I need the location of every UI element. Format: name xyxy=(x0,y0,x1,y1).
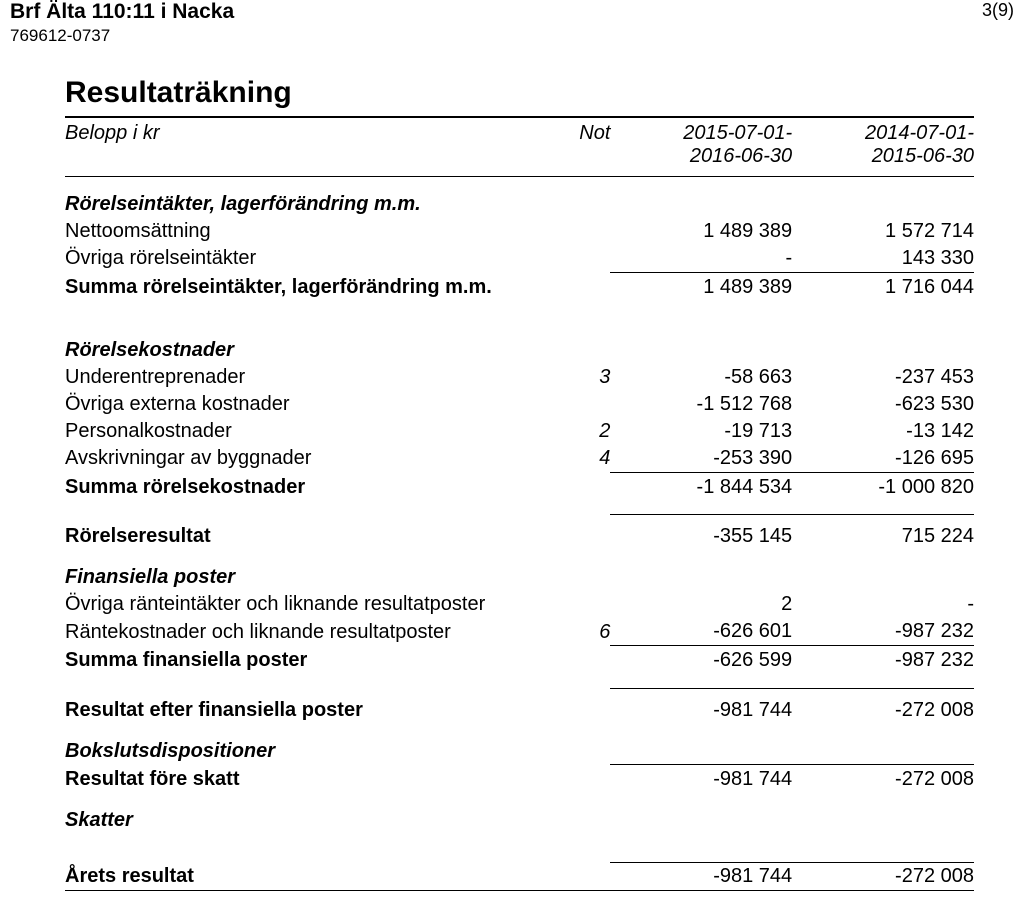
page-header: Brf Älta 110:11 i Nacka 769612-0737 3(9) xyxy=(10,0,1014,46)
table-row: Underentreprenader 3 -58 663 -237 453 xyxy=(65,364,974,391)
subtotal-row: Summa finansiella poster -626 599 -987 2… xyxy=(65,646,974,675)
col-header-period2: 2014-07-01- 2015-06-30 xyxy=(792,117,974,177)
section-heading: Rörelseintäkter, lagerförändring m.m. xyxy=(65,191,974,218)
section-heading: Bokslutsdispositioner xyxy=(65,738,974,765)
table-header-row: Belopp i kr Not 2015-07-01- 2016-06-30 2… xyxy=(65,117,974,177)
col-header-not: Not xyxy=(538,117,611,177)
org-number: 769612-0737 xyxy=(10,26,234,46)
col-header-label: Belopp i kr xyxy=(65,117,538,177)
page-title: Resultaträkning xyxy=(65,76,974,110)
operating-result-row: Rörelseresultat -355 145 715 224 xyxy=(65,515,974,551)
section-heading: Skatter xyxy=(65,807,974,834)
subtotal-row: Summa rörelsekostnader -1 844 534 -1 000… xyxy=(65,472,974,501)
result-before-tax-row: Resultat före skatt -981 744 -272 008 xyxy=(65,765,974,794)
year-result-row: Årets resultat -981 744 -272 008 xyxy=(65,862,974,890)
table-row: Övriga ränteintäkter och liknande result… xyxy=(65,591,974,618)
table-row: Övriga externa kostnader -1 512 768 -623… xyxy=(65,391,974,418)
table-row: Övriga rörelseintäkter - 143 330 xyxy=(65,245,974,273)
section-heading: Finansiella poster xyxy=(65,564,974,591)
org-name: Brf Älta 110:11 i Nacka xyxy=(10,0,234,24)
col-header-period1: 2015-07-01- 2016-06-30 xyxy=(610,117,792,177)
section-heading: Rörelsekostnader xyxy=(65,337,974,364)
content: Resultaträkning Belopp i kr Not 2015-07-… xyxy=(10,76,1014,891)
subtotal-row: Summa rörelseintäkter, lagerförändring m… xyxy=(65,272,974,301)
table-row: Personalkostnader 2 -19 713 -13 142 xyxy=(65,418,974,445)
result-after-financial-row: Resultat efter finansiella poster -981 7… xyxy=(65,688,974,724)
table-row: Räntekostnader och liknande resultatpost… xyxy=(65,618,974,646)
table-row: Avskrivningar av byggnader 4 -253 390 -1… xyxy=(65,445,974,473)
table-row: Nettoomsättning 1 489 389 1 572 714 xyxy=(65,218,974,245)
page-number: 3(9) xyxy=(982,0,1014,21)
income-statement-table: Belopp i kr Not 2015-07-01- 2016-06-30 2… xyxy=(65,116,974,891)
